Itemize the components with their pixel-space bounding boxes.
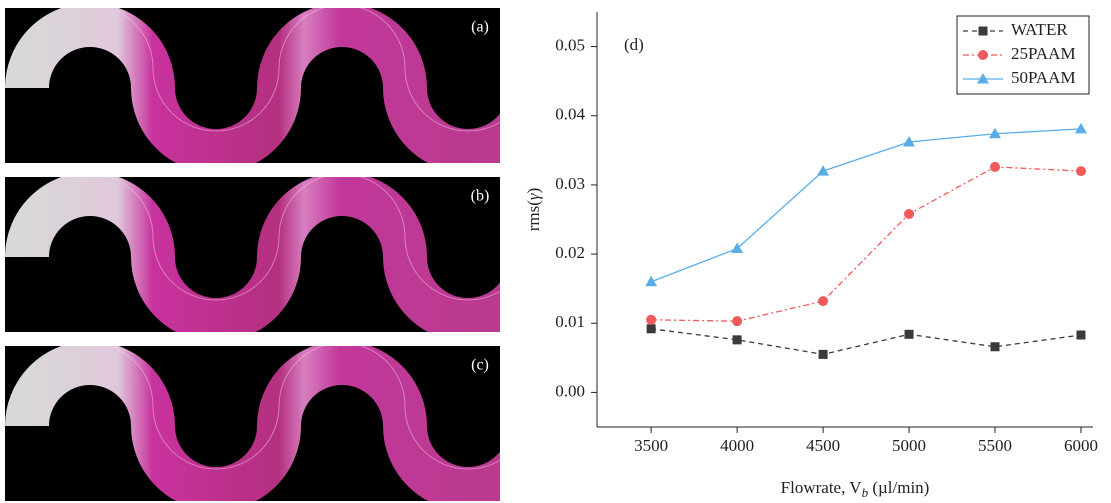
series (647, 324, 1086, 359)
photo-label: (a) (471, 19, 489, 36)
marker (733, 335, 742, 344)
photo-panels: (a) (b) (c) (5, 5, 531, 501)
y-tick-label: 0.05 (555, 35, 585, 54)
marker (647, 324, 656, 333)
x-tick-label: 6000 (1064, 436, 1098, 455)
marker (990, 162, 1000, 172)
x-tick-label: 5500 (978, 436, 1012, 455)
y-label-text: rms( (524, 200, 543, 232)
y-axis-label: rms(γ) (524, 188, 543, 232)
marker (904, 209, 914, 219)
marker (991, 342, 1000, 351)
panel-label: (d) (624, 35, 644, 54)
y-tick-label: 0.00 (555, 381, 585, 400)
x-tick-label: 4000 (720, 436, 754, 455)
x-tick-label: 5000 (892, 436, 926, 455)
legend-label: WATER (1011, 20, 1068, 39)
marker (732, 316, 742, 326)
photo: (a) (5, 5, 531, 163)
photo: (b) (5, 174, 531, 332)
legend-label: 50PAAM (1011, 68, 1076, 87)
x-tick-label: 4500 (806, 436, 840, 455)
marker (1076, 166, 1086, 176)
y-tick-label: 0.04 (555, 105, 585, 124)
photo-label: (b) (471, 188, 490, 205)
photo-label: (c) (471, 357, 489, 374)
series-line (651, 329, 1081, 355)
y-label-text: ) (524, 188, 543, 194)
y-tick-label: 0.02 (555, 243, 585, 262)
legend-label: 25PAAM (1011, 44, 1076, 63)
series (646, 162, 1086, 326)
y-tick-label: 0.03 (555, 174, 585, 193)
series (645, 123, 1087, 286)
x-label-unit: (µl/min) (868, 478, 929, 497)
marker (819, 350, 828, 359)
chart: 0.00 0.01 0.02 0.03 0.04 0.05 3500 4000 4500 5000… (524, 12, 1098, 500)
photo: (c) (5, 343, 531, 501)
marker (905, 330, 914, 339)
x-tick-label: 3500 (634, 436, 668, 455)
marker (978, 50, 988, 60)
marker (818, 296, 828, 306)
figure: (a) (b) (c) 0.00 0.01 0.02 0.03 0.04 0.05 3500 40… (0, 0, 1111, 503)
marker (646, 315, 656, 325)
marker (1076, 331, 1085, 340)
series-line (651, 167, 1081, 321)
x-axis-label: Flowrate, Vb (µl/min) (781, 478, 930, 500)
marker (645, 276, 657, 287)
y-tick-label: 0.01 (555, 312, 585, 331)
marker (1075, 123, 1087, 133)
marker (979, 27, 988, 36)
x-label-text: Flowrate, V (781, 478, 863, 497)
legend: WATER 25PAAM 50PAAM (957, 16, 1089, 94)
series-line (651, 129, 1081, 282)
